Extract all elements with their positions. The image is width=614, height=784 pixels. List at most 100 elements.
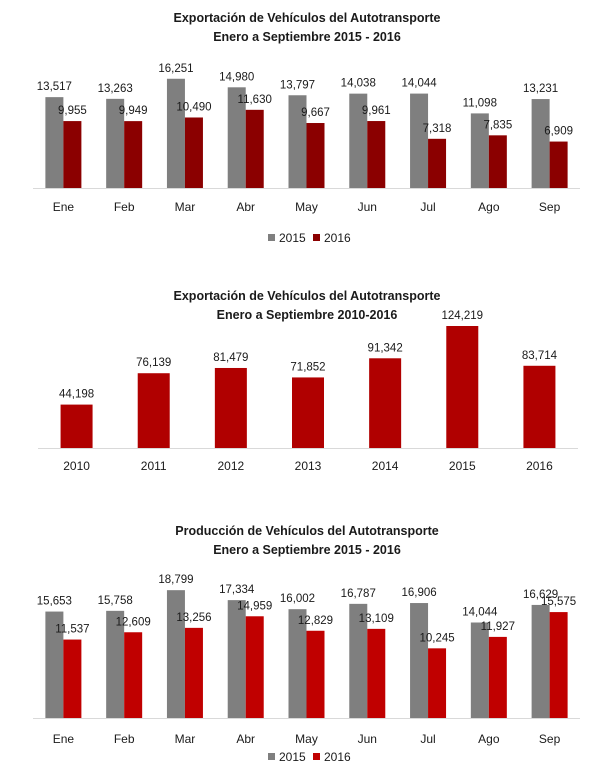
data-label: 9,667	[301, 107, 330, 119]
data-label: 14,038	[341, 78, 376, 90]
bar-2015-feb	[106, 98, 125, 188]
data-label: 16,251	[158, 63, 193, 75]
x-tick-label: 2010	[63, 459, 90, 473]
bar-2015-ene	[45, 611, 64, 718]
chart-subtitle: Enero a Septiembre 2015 - 2016	[213, 543, 401, 557]
x-tick-label: Mar	[175, 200, 196, 214]
data-label: 6,909	[544, 126, 573, 138]
bar-2015-sep	[531, 99, 550, 188]
bar-exportación-2013	[292, 377, 324, 448]
data-label: 13,109	[359, 613, 394, 625]
x-tick-label: 2013	[295, 459, 322, 473]
bar-2016-mar	[184, 627, 203, 718]
bar-2015-ago	[470, 622, 489, 718]
data-label: 7,318	[423, 123, 452, 135]
bar-2016-ene	[63, 639, 82, 718]
data-label: 13,231	[523, 83, 558, 95]
x-tick-label: 2011	[141, 459, 167, 473]
export-yearly-chart-svg: Exportación de Vehículos del Autotranspo…	[38, 289, 578, 473]
x-tick-label: Ene	[53, 732, 75, 746]
data-label: 11,630	[238, 94, 272, 106]
data-label: 11,927	[481, 621, 515, 633]
bar-2016-abr	[245, 109, 264, 188]
x-tick-label: Sep	[539, 200, 561, 214]
x-tick-label: Ago	[478, 732, 500, 746]
x-tick-label: Sep	[539, 732, 561, 746]
data-label: 13,256	[176, 612, 211, 624]
data-label: 83,714	[522, 350, 558, 362]
x-tick-label: 2012	[218, 459, 245, 473]
data-label: 10,490	[176, 101, 211, 113]
bar-2016-sep	[549, 612, 568, 718]
export-yearly-chart: Exportación de Vehículos del Autotranspo…	[0, 280, 614, 490]
x-tick-label: Jun	[358, 200, 377, 214]
x-tick-label: Feb	[114, 732, 135, 746]
legend-label-2016: 2016	[324, 231, 351, 245]
x-tick-label: Ago	[478, 200, 500, 214]
bar-exportación-2011	[137, 373, 170, 448]
x-tick-label: Abr	[236, 732, 255, 746]
data-label: 12,829	[298, 615, 333, 627]
x-tick-label: Feb	[114, 200, 135, 214]
production-monthly-chart: Producción de Vehículos del Autotranspor…	[0, 515, 614, 784]
data-label: 14,959	[237, 600, 272, 612]
data-label: 13,797	[280, 79, 315, 91]
x-tick-label: Abr	[236, 200, 255, 214]
bar-exportación-2010	[60, 404, 93, 448]
bar-2015-mar	[166, 590, 185, 718]
data-label: 14,044	[462, 607, 498, 619]
bar-2015-jul	[410, 603, 429, 718]
data-label: 91,342	[368, 342, 403, 354]
data-label: 9,955	[58, 105, 87, 117]
data-label: 9,949	[119, 105, 148, 117]
bar-2015-ago	[470, 113, 489, 188]
bar-2015-may	[288, 95, 307, 188]
data-label: 71,852	[290, 361, 325, 373]
chart-title: Exportación de Vehículos del Autotranspo…	[174, 11, 441, 25]
data-label: 16,787	[341, 588, 376, 600]
x-tick-label: Jul	[420, 200, 435, 214]
legend-label-2016: 2016	[324, 750, 351, 764]
bar-2015-feb	[106, 610, 125, 718]
bar-2016-jun	[367, 628, 386, 718]
chart-title: Exportación de Vehículos del Autotranspo…	[174, 289, 441, 303]
bar-exportación-2014	[369, 358, 402, 448]
x-tick-label: 2015	[449, 459, 476, 473]
bar-2016-feb	[124, 632, 143, 718]
bar-2015-jul	[410, 93, 429, 188]
bar-2016-ago	[488, 135, 507, 188]
bar-2016-abr	[245, 616, 264, 718]
export-monthly-chart-svg: Exportación de Vehículos del Autotranspo…	[33, 11, 580, 245]
data-label: 44,198	[59, 389, 94, 401]
bar-2015-ene	[45, 97, 64, 188]
legend-label-2015: 2015	[279, 750, 306, 764]
data-label: 9,961	[362, 105, 391, 117]
bar-2015-sep	[531, 604, 550, 718]
data-label: 12,609	[116, 616, 151, 628]
x-tick-label: Ene	[53, 200, 75, 214]
data-label: 10,245	[419, 632, 454, 644]
chart-subtitle: Enero a Septiembre 2010-2016	[217, 308, 398, 322]
data-label: 15,653	[37, 596, 72, 608]
data-label: 124,219	[441, 310, 483, 322]
data-label: 11,537	[55, 624, 89, 636]
x-tick-label: Jun	[358, 732, 377, 746]
data-label: 7,835	[483, 119, 512, 131]
data-label: 16,906	[401, 587, 436, 599]
bar-2016-jul	[428, 138, 447, 188]
bar-2015-abr	[227, 600, 246, 718]
data-label: 15,575	[541, 596, 576, 608]
legend-swatch-2016	[313, 753, 320, 760]
bar-2015-mar	[166, 78, 185, 188]
data-label: 16,002	[280, 593, 315, 605]
legend-label-2015: 2015	[279, 231, 306, 245]
bar-2016-may	[306, 630, 325, 718]
data-label: 15,758	[98, 595, 133, 607]
chart-subtitle: Enero a Septiembre 2015 - 2016	[213, 30, 401, 44]
bar-2016-ago	[488, 636, 507, 718]
data-label: 13,517	[37, 81, 72, 93]
data-label: 16,629	[523, 589, 558, 601]
bar-2016-mar	[184, 117, 203, 188]
bar-2015-jun	[349, 93, 368, 188]
bar-2016-may	[306, 123, 325, 188]
